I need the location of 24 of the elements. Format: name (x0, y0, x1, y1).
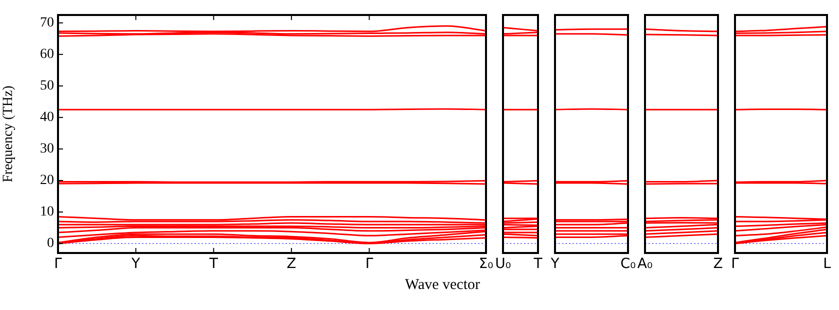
x-tick-label: T (208, 256, 218, 272)
y-tick-label: 10 (40, 204, 54, 220)
y-tick-label: 30 (40, 142, 54, 157)
x-tick-label: Γ (365, 256, 374, 272)
x-tick-label: Z (713, 256, 723, 272)
x-tick-label: Σ₀ (478, 256, 494, 272)
x-tick-label: Y (130, 256, 141, 272)
x-tick-label: C₀ (620, 256, 636, 272)
y-tick-label: 60 (40, 47, 54, 62)
y-axis-title: Frequency (THz) (1, 85, 16, 182)
y-tick-label: 40 (40, 110, 54, 126)
x-tick-label: Z (286, 256, 296, 272)
y-tick-label: 20 (40, 173, 54, 188)
y-tick-label: 70 (40, 16, 54, 31)
x-tick-label: U₀ (495, 256, 512, 272)
x-tick-label: Y (550, 256, 560, 272)
x-tick-label: T (532, 256, 543, 272)
x-tick-label: Γ (731, 256, 740, 272)
x-tick-label: Γ (54, 256, 62, 272)
x-axis-title: Wave vector (404, 277, 481, 294)
x-tick-label: A₀ (637, 256, 653, 272)
y-tick-label: 50 (40, 78, 54, 94)
x-tick-label: L (823, 256, 832, 272)
y-tick-label: 0 (47, 236, 54, 252)
